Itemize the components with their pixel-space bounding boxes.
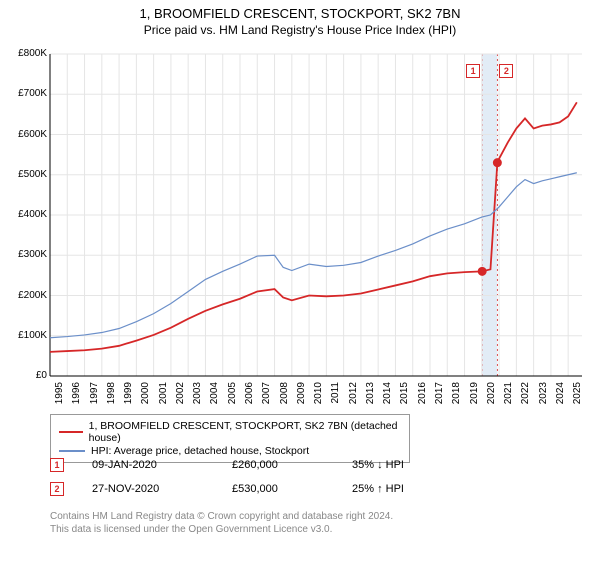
sale-row: 1 09-JAN-2020 £260,000 35% ↓ HPI [50,458,444,472]
legend-box: 1, BROOMFIELD CRESCENT, STOCKPORT, SK2 7… [50,414,410,463]
x-tick-label: 2017 [434,382,445,410]
x-tick-label: 2012 [348,382,359,410]
sale-hpi-delta: 25% ↑ HPI [352,483,404,495]
legend-item: HPI: Average price, detached house, Stoc… [59,445,401,457]
legend-swatch [59,431,83,433]
legend-label: HPI: Average price, detached house, Stoc… [91,445,309,457]
x-tick-label: 1995 [54,382,65,410]
chart-svg [50,54,582,376]
sale-marker-1: 1 [466,64,480,78]
chart-title: 1, BROOMFIELD CRESCENT, STOCKPORT, SK2 7… [0,6,600,21]
chart-subtitle: Price paid vs. HM Land Registry's House … [0,23,600,37]
x-tick-label: 2021 [503,382,514,410]
sale-row-marker: 1 [50,458,64,472]
y-tick-label: £400K [7,209,47,220]
x-tick-label: 1999 [123,382,134,410]
x-tick-label: 2016 [417,382,428,410]
x-tick-label: 2001 [158,382,169,410]
y-tick-label: £700K [7,88,47,99]
x-tick-label: 2002 [175,382,186,410]
x-tick-label: 2015 [399,382,410,410]
x-tick-label: 2014 [382,382,393,410]
y-tick-label: £300K [7,249,47,260]
x-tick-label: 1997 [89,382,100,410]
sale-hpi-delta: 35% ↓ HPI [352,459,404,471]
y-tick-label: £0 [7,370,47,381]
x-tick-label: 2020 [486,382,497,410]
x-tick-label: 2023 [538,382,549,410]
sale-row-marker: 2 [50,482,64,496]
x-tick-label: 2025 [572,382,583,410]
footer-line2: This data is licensed under the Open Gov… [50,523,393,536]
x-tick-label: 2006 [244,382,255,410]
chart-plot-area [50,54,582,376]
x-tick-label: 2004 [209,382,220,410]
sale-row: 2 27-NOV-2020 £530,000 25% ↑ HPI [50,482,444,496]
y-tick-label: £200K [7,290,47,301]
legend-swatch [59,450,85,452]
y-tick-label: £800K [7,48,47,59]
x-tick-label: 2019 [469,382,480,410]
sale-price: £260,000 [232,459,312,471]
y-tick-label: £600K [7,129,47,140]
sale-marker-2: 2 [499,64,513,78]
x-tick-label: 2009 [296,382,307,410]
y-tick-label: £100K [7,330,47,341]
footer-line1: Contains HM Land Registry data © Crown c… [50,510,393,523]
x-tick-label: 2013 [365,382,376,410]
sale-price: £530,000 [232,483,312,495]
x-tick-label: 1996 [71,382,82,410]
x-tick-label: 2003 [192,382,203,410]
x-tick-label: 2022 [520,382,531,410]
x-tick-label: 2007 [261,382,272,410]
x-tick-label: 2024 [555,382,566,410]
series-property [50,102,577,352]
sale-date: 27-NOV-2020 [92,483,192,495]
footer-attribution: Contains HM Land Registry data © Crown c… [50,510,393,536]
legend-item: 1, BROOMFIELD CRESCENT, STOCKPORT, SK2 7… [59,420,401,444]
x-tick-label: 2011 [330,382,341,410]
x-tick-label: 2000 [140,382,151,410]
x-tick-label: 2018 [451,382,462,410]
legend-label: 1, BROOMFIELD CRESCENT, STOCKPORT, SK2 7… [89,420,401,444]
sale-date: 09-JAN-2020 [92,459,192,471]
x-tick-label: 2008 [279,382,290,410]
x-tick-label: 2010 [313,382,324,410]
y-tick-label: £500K [7,169,47,180]
x-tick-label: 2005 [227,382,238,410]
x-tick-label: 1998 [106,382,117,410]
